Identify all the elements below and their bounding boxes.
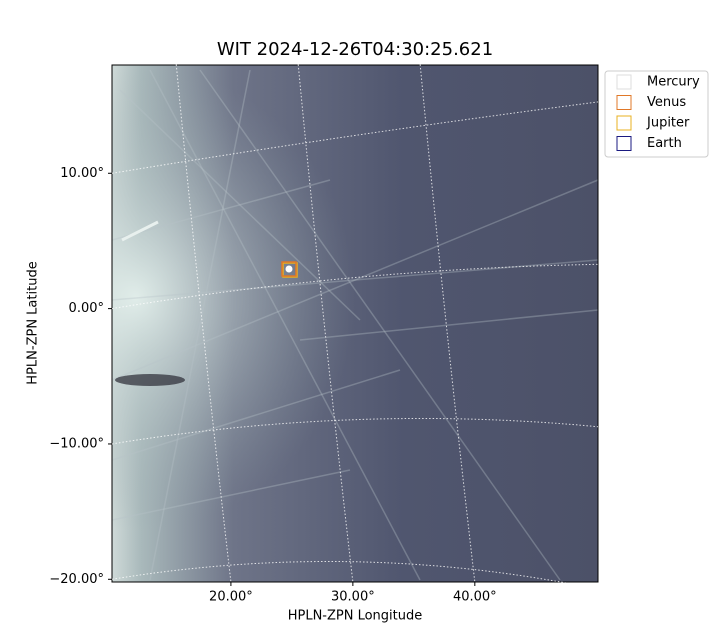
legend-label: Mercury <box>647 75 700 90</box>
legend-marker <box>616 95 632 110</box>
legend-label: Jupiter <box>646 116 690 131</box>
chart-title: WIT 2024-12-26T04:30:25.621 <box>217 39 493 60</box>
grid-line <box>111 101 599 174</box>
legend-label: Earth <box>647 136 682 151</box>
y-tick-label: 0.00° <box>69 301 104 316</box>
legend-marker <box>616 115 632 131</box>
y-tick-label: −20.00° <box>49 572 104 587</box>
y-axis-label: HPLN-ZPN Latitude <box>26 261 41 384</box>
grid-line <box>419 60 476 583</box>
grid-line <box>297 60 354 583</box>
x-tick-label: 30.00° <box>331 590 375 605</box>
legend: Mercury Venus Jupiter Earth <box>604 70 709 158</box>
image <box>111 64 599 583</box>
x-tick-label: 40.00° <box>453 590 497 605</box>
grid-line <box>111 560 599 590</box>
grid-line <box>111 263 599 310</box>
grid-line <box>175 60 232 583</box>
y-tick-label: −10.00° <box>49 436 104 451</box>
x-axis-label: HPLN-ZPN Longitude <box>288 609 423 624</box>
legend-label: Venus <box>647 95 686 110</box>
legend-marker <box>616 74 632 90</box>
legend-marker <box>616 136 632 151</box>
y-tick-label: 10.00° <box>60 166 104 181</box>
grid-line <box>111 417 599 445</box>
x-tick-label: 20.00° <box>209 590 253 605</box>
